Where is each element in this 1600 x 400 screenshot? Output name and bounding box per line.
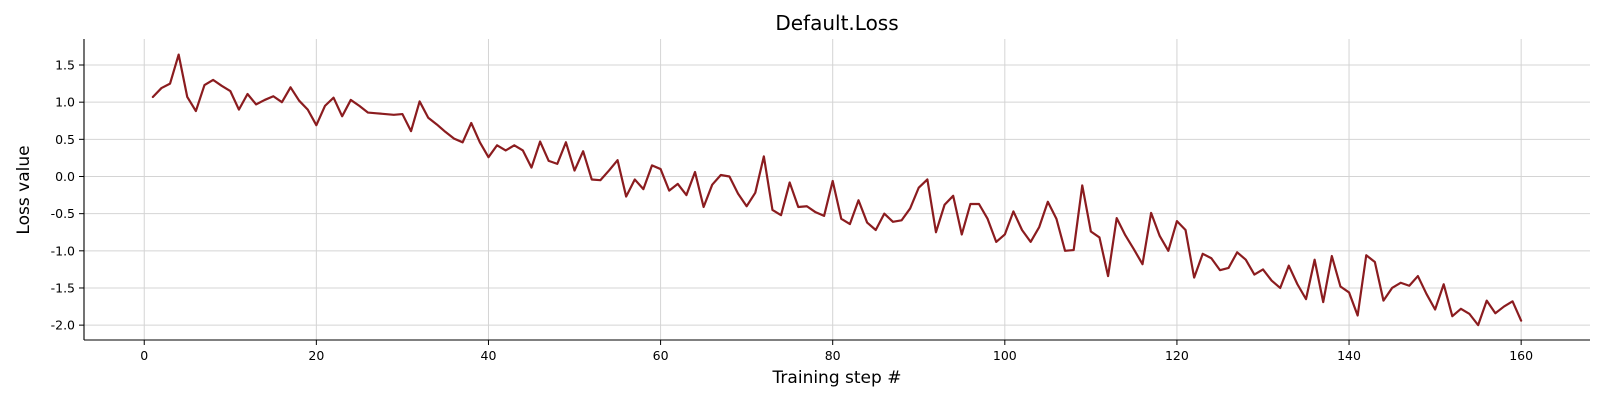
x-tick-label: 100 [993, 348, 1017, 363]
y-axis-label: Loss value [14, 145, 34, 234]
x-tick-label: 80 [825, 348, 841, 363]
x-tick-label: 0 [140, 348, 148, 363]
x-tick-label: 160 [1509, 348, 1533, 363]
loss-series-line [151, 53, 1523, 327]
y-tick-label: 1.5 [55, 58, 75, 73]
y-axis-ticks: -2.0 -1.5 -1.0 -0.5 0.0 0.5 1.0 1.5 [51, 58, 84, 333]
x-tick-label: 120 [1165, 348, 1189, 363]
y-tick-label: -1.5 [51, 280, 75, 295]
x-tick-label: 20 [308, 348, 324, 363]
x-tick-label: 140 [1337, 348, 1361, 363]
x-axis-label: Training step # [772, 368, 902, 388]
chart-title: Default.Loss [775, 11, 898, 35]
y-tick-label: 0.0 [55, 169, 75, 184]
x-tick-label: 40 [481, 348, 497, 363]
y-tick-label: -1.0 [51, 243, 75, 258]
series-layer [151, 53, 1523, 327]
x-axis-ticks: 0 20 40 60 80 100 120 140 160 [140, 340, 1533, 363]
y-tick-label: 0.5 [55, 132, 75, 147]
x-tick-label: 60 [653, 348, 669, 363]
grid-lines [84, 39, 1590, 340]
y-tick-label: -2.0 [51, 318, 75, 333]
axes-spines [83, 39, 1590, 341]
y-tick-label: -0.5 [51, 206, 75, 221]
y-tick-label: 1.0 [55, 95, 75, 110]
